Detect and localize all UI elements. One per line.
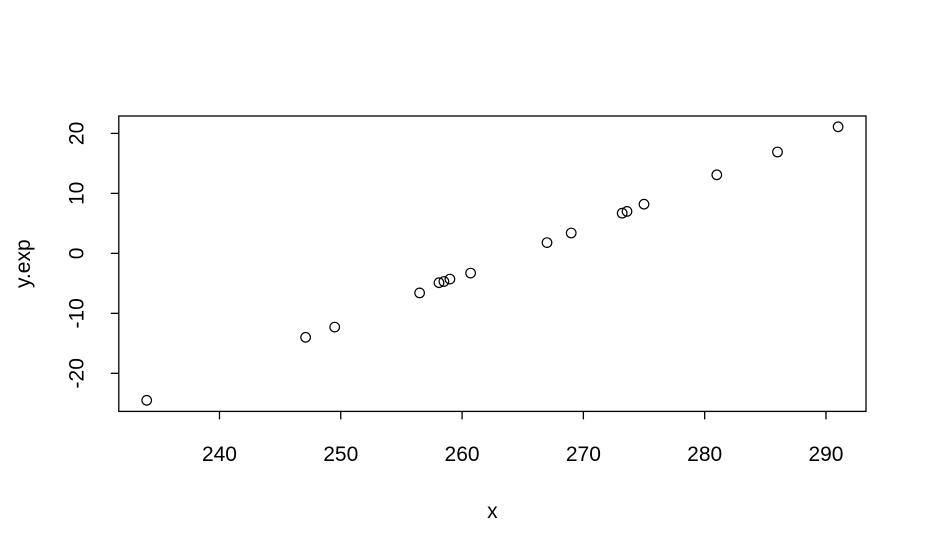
data-point-marker (621, 205, 633, 217)
x-tick-label: 260 (445, 443, 480, 466)
x-tick-label: 240 (202, 443, 237, 466)
data-point-marker (711, 169, 723, 181)
y-axis-ticks (110, 132, 119, 374)
data-point-marker (541, 237, 553, 249)
data-point-marker (444, 273, 456, 285)
x-axis-label: x (487, 500, 498, 523)
data-point-marker (772, 146, 783, 158)
y-tick-label: -10 (66, 298, 89, 328)
data-point-marker (616, 207, 628, 219)
x-axis-tick-labels: 240 250 260 270 280 290 (202, 443, 844, 466)
data-point-marker (329, 321, 341, 333)
data-point-marker (638, 198, 650, 210)
y-tick-label: 20 (66, 122, 89, 145)
data-point-marker (565, 227, 577, 239)
plot-area-border (118, 115, 867, 413)
data-point-marker (414, 287, 426, 299)
y-tick-label: 10 (66, 182, 89, 205)
x-tick-label: 270 (566, 443, 601, 466)
data-point-marker (141, 394, 153, 406)
data-points-group (141, 121, 844, 406)
data-point-marker (433, 277, 445, 289)
y-tick-label: -20 (66, 358, 89, 388)
x-tick-label: 250 (323, 443, 358, 466)
data-point-marker (832, 121, 844, 133)
data-point-marker (438, 276, 450, 287)
y-tick-label: 0 (66, 248, 89, 260)
data-point-marker (300, 331, 312, 343)
x-tick-label: 280 (687, 443, 722, 466)
x-tick-label: 290 (808, 443, 843, 466)
data-point-marker (465, 267, 477, 279)
x-axis-ticks (218, 411, 827, 420)
y-axis-label: y.exp (12, 239, 35, 288)
y-axis-tick-labels: -20 -10 0 10 20 (66, 122, 89, 389)
